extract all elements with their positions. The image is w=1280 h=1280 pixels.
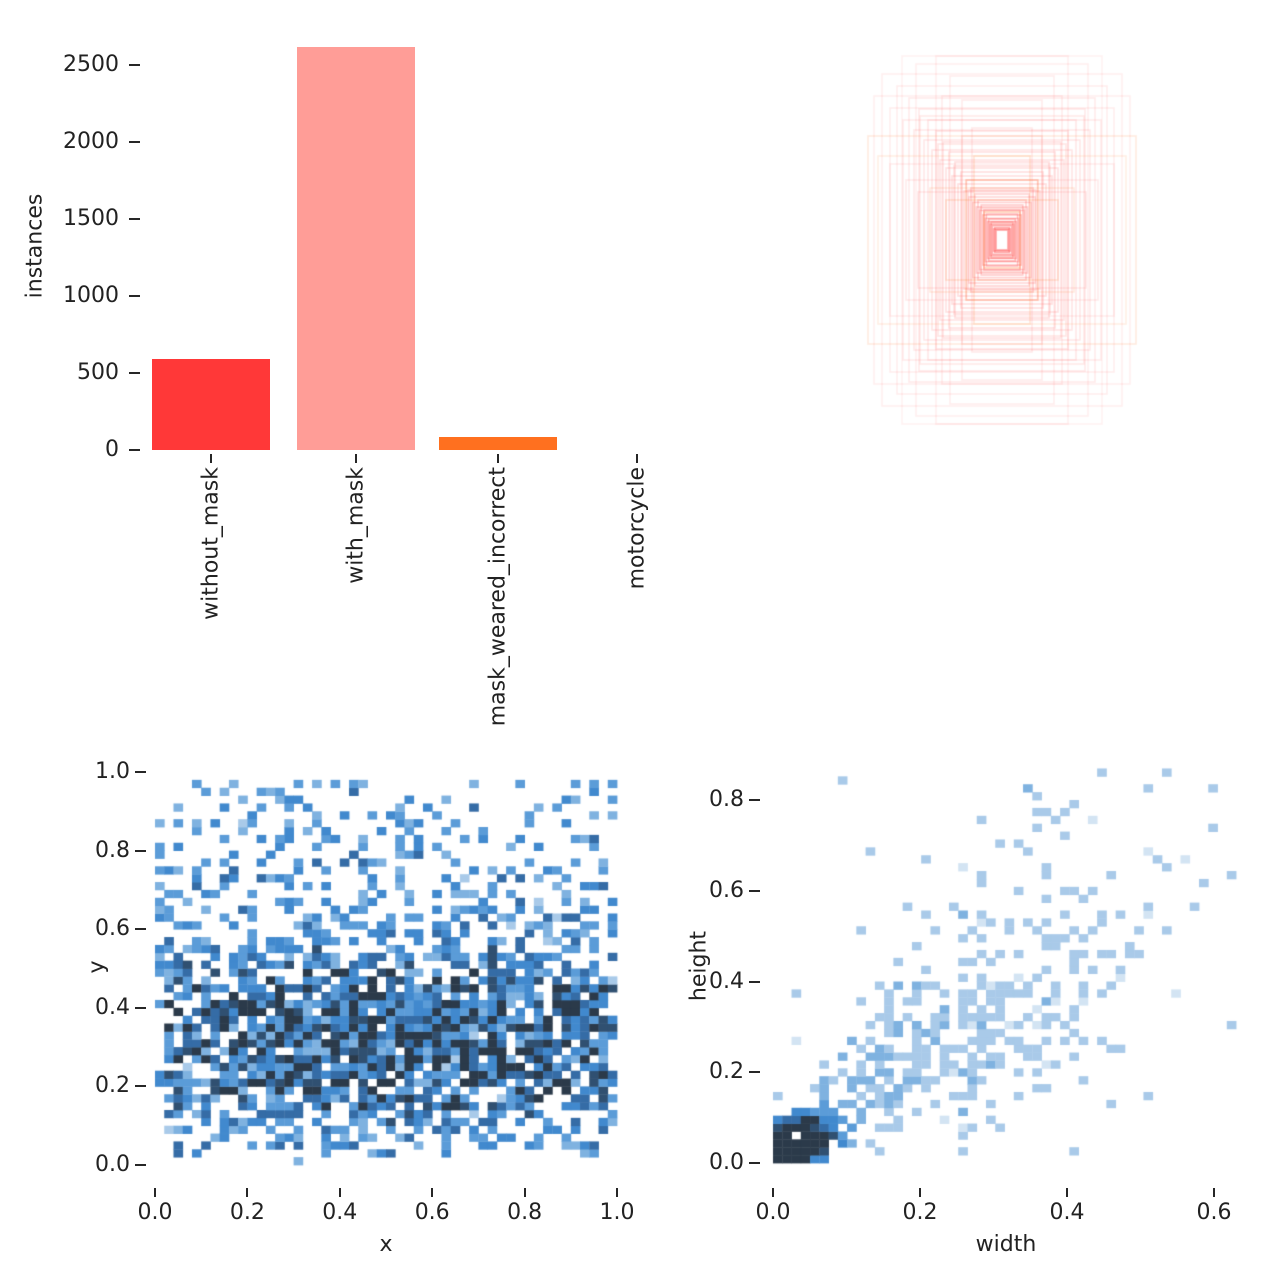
bar-category-label-text: without_mask xyxy=(198,467,224,620)
wh-heatmap-panel xyxy=(768,755,1252,1187)
bar-without_mask xyxy=(152,359,270,450)
wh-x-tick-label: 0.0 xyxy=(755,1200,791,1225)
bar-category-label: with_mask xyxy=(343,467,370,588)
wh-y-tick-mark xyxy=(749,799,760,802)
bar-x-tick-mark xyxy=(355,454,357,463)
bar-category-label-text: with_mask xyxy=(343,467,369,584)
wh-y-tick-label: 0.8 xyxy=(709,787,744,813)
wh-y-tick-mark xyxy=(749,889,760,892)
xy-x-axis-label: x xyxy=(379,1232,393,1257)
xy-x-tick-label: 0.2 xyxy=(229,1200,265,1225)
wh-x-tick-mark xyxy=(772,1188,774,1197)
bbox-overlay-canvas xyxy=(802,40,1202,440)
bar-x-tick-mark xyxy=(497,454,499,463)
bar-y-tick-mark xyxy=(129,141,140,143)
instances-bar-chart-panel: instances without_mask with_mask mask_wear… xyxy=(0,0,760,760)
xy-x-tick-label: 1.0 xyxy=(599,1200,635,1225)
wh-y-tick-label: 0.6 xyxy=(709,877,744,903)
xy-y-tick-label: 0.4 xyxy=(95,994,130,1020)
xy-x-tick-label: 0.0 xyxy=(137,1200,173,1225)
bar-x-tick-mark xyxy=(210,454,212,463)
xy-x-tick-mark xyxy=(338,1188,341,1197)
bar-category-label: mask_weared_incorrect xyxy=(485,467,512,730)
xy-y-tick-mark xyxy=(135,928,146,931)
xy-heatmap-panel xyxy=(150,753,626,1185)
bar-category-label-text: mask_weared_incorrect xyxy=(485,467,511,727)
wh-x-axis-label: width xyxy=(975,1232,1037,1257)
wh-x-tick-mark xyxy=(1066,1188,1068,1197)
bar-y-tick-mark xyxy=(129,64,140,66)
wh-x-tick-mark xyxy=(919,1188,921,1197)
wh-x-tick-label: 0.2 xyxy=(902,1200,938,1225)
wh-x-tick-label: 0.4 xyxy=(1049,1200,1085,1225)
bar-y-tick-mark xyxy=(129,218,140,220)
wh-y-tick-label: 0.4 xyxy=(709,968,744,994)
xy-x-tick-label: 0.6 xyxy=(414,1200,450,1225)
xy-heatmap-canvas xyxy=(150,753,626,1185)
bar-y-tick-label: 500 xyxy=(77,360,119,385)
xy-x-tick-mark xyxy=(616,1188,618,1197)
wh-y-tick-label: 0.2 xyxy=(709,1059,744,1085)
xy-x-tick-mark xyxy=(154,1188,156,1197)
xy-y-axis-label-text: y xyxy=(84,960,110,974)
xy-y-tick-mark xyxy=(135,771,146,773)
bar-category-label-text: motorcycle xyxy=(624,467,650,590)
bbox-overlay-panel xyxy=(802,40,1202,440)
xy-y-tick-mark xyxy=(135,1085,146,1088)
xy-y-tick-label: 0.0 xyxy=(95,1152,130,1177)
xy-y-tick-mark xyxy=(135,849,146,852)
bar-y-tick-label: 0 xyxy=(105,437,119,462)
wh-y-tick-mark xyxy=(749,1071,760,1074)
bar-y-tick-label: 1500 xyxy=(63,206,119,231)
bar-with_mask xyxy=(297,47,415,450)
bar-y-tick-label: 1000 xyxy=(63,283,119,308)
bar-y-tick-label: 2000 xyxy=(63,129,119,154)
xy-x-tick-label: 0.4 xyxy=(322,1200,358,1225)
bar-category-label: without_mask xyxy=(198,467,225,624)
wh-x-tick-mark xyxy=(1213,1188,1215,1197)
xy-y-tick-mark xyxy=(135,1164,146,1166)
xy-y-tick-label: 1.0 xyxy=(95,759,130,784)
bar-y-tick-label: 2500 xyxy=(63,52,119,77)
wh-y-tick-mark xyxy=(749,1162,760,1164)
xy-x-tick-label: 0.8 xyxy=(507,1200,543,1225)
xy-x-tick-mark xyxy=(431,1188,434,1197)
bar-y-tick-mark xyxy=(129,372,140,374)
xy-y-tick-label: 0.8 xyxy=(95,837,130,863)
bar-y-tick-mark xyxy=(129,449,140,451)
xy-y-tick-label: 0.2 xyxy=(95,1073,130,1099)
xy-y-tick-label: 0.6 xyxy=(95,916,130,942)
wh-y-tick-mark xyxy=(749,980,760,983)
bar-mask_weared_incorrect xyxy=(439,436,557,450)
xy-x-tick-mark xyxy=(246,1188,249,1197)
bar-category-label: motorcycle xyxy=(624,467,651,593)
wh-y-tick-label: 0.0 xyxy=(709,1150,744,1175)
xy-y-axis-label: y xyxy=(84,959,111,978)
bar-x-tick-mark xyxy=(636,454,638,463)
wh-x-tick-label: 0.6 xyxy=(1196,1200,1232,1225)
xy-y-tick-mark xyxy=(135,1006,146,1009)
wh-heatmap-canvas xyxy=(768,755,1252,1187)
bar-y-tick-mark xyxy=(129,295,140,297)
xy-x-tick-mark xyxy=(523,1188,526,1197)
